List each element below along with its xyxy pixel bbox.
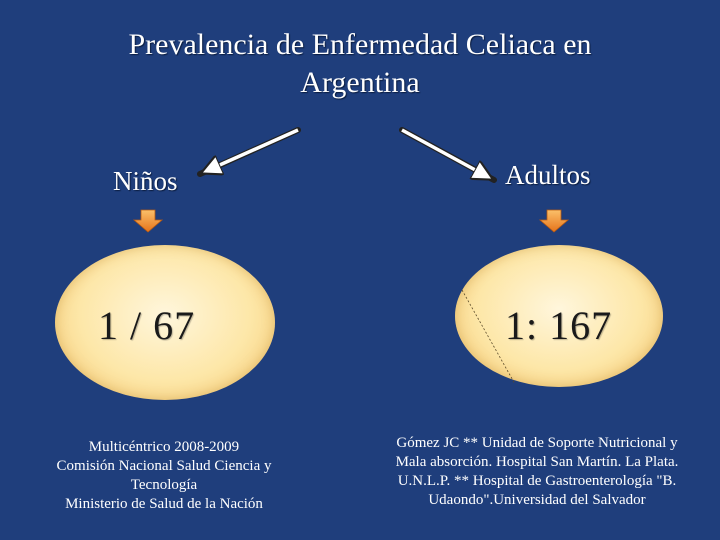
adults-source-line: U.N.L.P. ** Hospital de Gastroenterologí… [397, 473, 677, 489]
children-source-line: Multicéntrico 2008-2009 [88, 439, 240, 455]
adults-ellipse [455, 245, 663, 387]
title-line-1: Prevalencia de Enfermedad Celiaca en [128, 28, 592, 61]
left-diagonal-arrow [197, 127, 301, 177]
adults-source-line: Udaondo".Universidad del Salvador [428, 492, 646, 508]
children-source-line: Ministerio de Salud de la Nación [65, 496, 263, 512]
right-down-arrow [538, 209, 570, 233]
adults-source: Gómez JC ** Unidad de Soporte Nutriciona… [362, 434, 712, 510]
title-line-2: Argentina [300, 66, 420, 99]
children-ratio: 1 / 67 [98, 303, 196, 348]
right-diagonal-arrow [399, 127, 497, 183]
adults-source-line: Mala absorción. Hospital San Martín. La … [395, 454, 679, 470]
left-down-arrow [132, 209, 164, 233]
children-label: Niños [113, 166, 178, 196]
adults-source-line: Gómez JC ** Unidad de Soporte Nutriciona… [396, 435, 678, 451]
children-source: Multicéntrico 2008-2009 Comisión Naciona… [26, 438, 302, 514]
adults-ratio: 1: 167 [505, 303, 613, 348]
adults-label: Adultos [505, 160, 591, 190]
children-ellipse [55, 245, 275, 400]
children-source-line: Comisión Nacional Salud Ciencia y [56, 458, 272, 474]
children-source-line: Tecnología [130, 477, 198, 493]
slide-title: Prevalencia de Enfermedad Celiaca en Arg… [0, 26, 720, 102]
dotted-divider-line [461, 289, 516, 385]
